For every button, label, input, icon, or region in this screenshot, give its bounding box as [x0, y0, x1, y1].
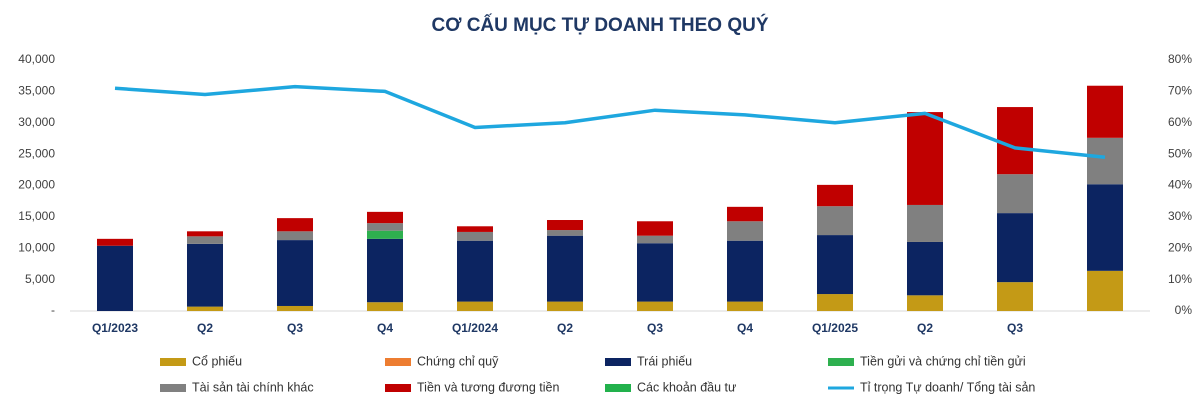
y-tick-label: 35,000 [18, 84, 55, 98]
legend-label: Cổ phiếu [192, 354, 242, 368]
bar-segment [1087, 137, 1123, 185]
y-tick-label: - [51, 303, 55, 317]
bar-segment [547, 301, 583, 311]
line [114, 84, 1106, 160]
bar-segment [367, 238, 403, 303]
bar-segment [457, 231, 493, 241]
y-tick-label: 20,000 [18, 178, 55, 192]
x-tick-label: Q1/2025 [812, 321, 858, 335]
bar-segment [1087, 85, 1123, 138]
bar-segment [187, 236, 223, 244]
bar-segment [97, 245, 133, 311]
bar-segment [97, 238, 133, 246]
chart-title: CƠ CẤU MỤC TỰ DOANH THEO QUÝ [431, 14, 768, 36]
y-tick-label: 25,000 [18, 146, 55, 160]
bar-segment [727, 206, 763, 222]
y-tick-label: 30,000 [18, 115, 55, 129]
bar-segment [817, 294, 853, 311]
legend-swatch [385, 358, 411, 366]
x-tick-label: Q3 [647, 321, 663, 335]
y-tick-label: 40,000 [18, 52, 55, 66]
bar-segment [367, 302, 403, 311]
y2-tick-label: 70% [1168, 84, 1192, 98]
bar-segment [367, 230, 403, 239]
legend-label: Chứng chỉ quỹ [417, 354, 499, 368]
bar-segment [277, 218, 313, 232]
y2-tick-label: 30% [1168, 209, 1192, 223]
legend-swatch [160, 384, 186, 392]
y-tick-label: 15,000 [18, 209, 55, 223]
bar-segment [277, 305, 313, 311]
bar-segment [547, 220, 583, 231]
y2-tick-label: 0% [1175, 303, 1193, 317]
bar-segment [907, 241, 943, 296]
bar-segment [637, 221, 673, 236]
bar-segment [997, 107, 1033, 175]
x-tick-label: Q1/2024 [452, 321, 498, 335]
y2-tick-label: 60% [1168, 115, 1192, 129]
x-tick-label: Q4 [377, 321, 393, 335]
y2-tick-label: 50% [1168, 146, 1192, 160]
legend-label: Tiền gửi và chứng chỉ tiền gửi [860, 354, 1026, 368]
legend-label: Các khoản đầu tư [637, 380, 736, 394]
bar-segment [457, 240, 493, 302]
legend-label: Tài sản tài chính khác [192, 380, 314, 394]
y2-tick-label: 20% [1168, 240, 1192, 254]
bar-segment [367, 211, 403, 224]
bar-segment [277, 240, 313, 306]
bar-segment [457, 226, 493, 232]
y-tick-label: 10,000 [18, 240, 55, 254]
bar-segment [187, 243, 223, 307]
x-tick-label: Q4 [737, 321, 753, 335]
legend-swatch [605, 384, 631, 392]
bar-segment [637, 243, 673, 302]
bar-segment [637, 235, 673, 244]
bar-segment [997, 213, 1033, 283]
bar-segment [907, 204, 943, 242]
legend-swatch [385, 384, 411, 392]
bar-segment [1087, 184, 1123, 271]
bar-segment [187, 231, 223, 237]
legend-swatch [605, 358, 631, 366]
bar-segment [187, 306, 223, 311]
legend-swatch [160, 358, 186, 366]
bar-segment [547, 230, 583, 236]
x-tick-label: Q2 [917, 321, 933, 335]
y2-tick-label: 80% [1168, 52, 1192, 66]
bar-segment [277, 231, 313, 241]
bar-segment [997, 282, 1033, 311]
bar-segment [367, 223, 403, 231]
bar-segment [817, 235, 853, 295]
x-tick-label: Q1/2023 [92, 321, 138, 335]
legend-label: Tỉ trọng Tự doanh/ Tổng tài sản [860, 380, 1035, 394]
bar-segment [997, 174, 1033, 214]
x-tick-label: Q2 [557, 321, 573, 335]
y2-tick-label: 40% [1168, 178, 1192, 192]
bar-segment [457, 301, 493, 311]
bar-segment [817, 206, 853, 236]
x-tick-label: Q2 [197, 321, 213, 335]
bar-segment [637, 301, 673, 311]
bar-segment [817, 184, 853, 207]
bar-segment [1087, 270, 1123, 311]
bar-segment [727, 301, 763, 311]
bar-segment [727, 221, 763, 241]
bar-segment [547, 235, 583, 302]
y-tick-label: 5,000 [25, 272, 55, 286]
x-tick-label: Q3 [1007, 321, 1023, 335]
legend-label: Tiền và tương đương tiền [417, 380, 560, 394]
y2-tick-label: 10% [1168, 272, 1192, 286]
legend-swatch [828, 358, 854, 366]
legend-label: Trái phiếu [637, 354, 692, 368]
x-tick-label: Q3 [287, 321, 303, 335]
bar-segment [907, 295, 943, 311]
bar-segment [907, 112, 943, 205]
bar-segment [727, 240, 763, 302]
